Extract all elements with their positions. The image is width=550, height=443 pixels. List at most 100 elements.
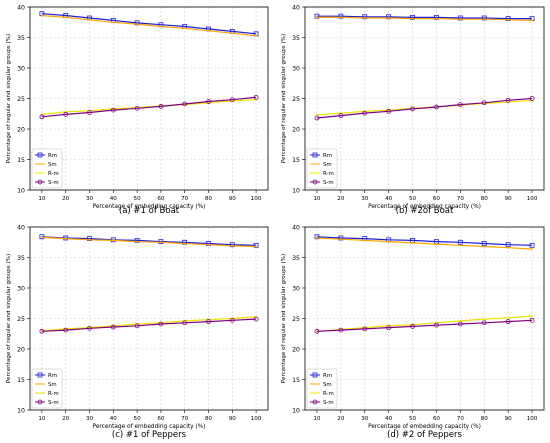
data-point: [339, 16, 342, 19]
data-point: [39, 234, 45, 240]
legend-box: [306, 148, 338, 189]
legend: Rm Sm R-m S-m: [31, 368, 63, 409]
data-point: [316, 237, 318, 239]
data-point: [411, 17, 414, 20]
data-point: [158, 239, 164, 245]
data-point: [457, 239, 463, 245]
data-point: [63, 111, 69, 117]
x-axis-label: Percentage of embedding capacity (%): [368, 204, 481, 210]
data-point: [531, 19, 533, 22]
series-line: [316, 97, 533, 119]
data-point: [253, 316, 259, 322]
legend-label: Rm: [48, 153, 57, 159]
data-point: [434, 104, 439, 110]
series-Sm: [41, 236, 257, 248]
legend-label: R-m: [323, 171, 334, 177]
x-tick-label: 30: [86, 196, 94, 202]
x-tick-label: 40: [385, 196, 393, 202]
series-line: [41, 316, 257, 332]
data-point: [87, 325, 92, 331]
y-tick-label: 25: [17, 96, 25, 103]
y-tick-label: 40: [292, 5, 300, 12]
legend-label: Sm: [48, 162, 57, 168]
data-point: [505, 97, 511, 103]
data-point: [457, 321, 463, 327]
data-point: [316, 16, 318, 19]
x-tick-label: 80: [481, 416, 489, 422]
panel-caption: (c) #1 of Peppers: [112, 430, 187, 440]
data-point: [338, 113, 344, 118]
series-line: [316, 236, 533, 246]
series-line: [316, 237, 533, 250]
legend-marker: [312, 152, 318, 158]
legend-label: S-m: [48, 180, 59, 186]
data-point: [255, 34, 257, 37]
x-tick-label: 80: [205, 196, 213, 202]
data-point: [316, 114, 318, 116]
x-tick-label: 100: [251, 196, 262, 202]
plot-frame: [29, 226, 269, 411]
x-tick-label: 100: [251, 416, 262, 422]
series-line: [41, 13, 257, 35]
x-tick-label: 30: [86, 416, 94, 422]
x-tick-label: 80: [481, 196, 489, 202]
data-point: [410, 106, 415, 112]
grid: [30, 6, 268, 191]
x-tick-label: 30: [361, 196, 369, 202]
data-point: [112, 21, 115, 24]
series-line: [316, 319, 533, 332]
data-point: [64, 16, 67, 19]
x-tick-label: 20: [337, 416, 345, 422]
legend-marker: [312, 179, 318, 185]
data-point: [41, 14, 43, 17]
data-point: [207, 243, 210, 246]
data-point: [481, 241, 487, 246]
y-tick-label: 20: [292, 347, 300, 354]
data-point: [314, 115, 320, 121]
legend-label: Sm: [323, 382, 332, 388]
legend-label: Sm: [323, 162, 332, 168]
data-point: [158, 104, 164, 109]
data-point: [457, 102, 463, 107]
legend-label: R-m: [48, 391, 59, 397]
y-axis-label: Percentage of regular and singular group…: [6, 34, 12, 163]
data-point: [459, 320, 462, 322]
chart-panel-1: 10 15 20 25 30 35 40 10 20 30 40 50 60 70 80 90 100 Perce…: [6, 5, 269, 216]
grid: [305, 6, 544, 191]
x-tick-label: 100: [527, 196, 538, 202]
legend: Rm Sm R-m S-m: [306, 148, 338, 189]
x-tick-label: 20: [62, 416, 70, 422]
data-point: [39, 328, 45, 334]
legend-label: R-m: [48, 171, 59, 177]
data-point: [362, 326, 368, 332]
y-tick-label: 40: [17, 5, 25, 12]
x-axis-label: Percentage of embedding capacity (%): [368, 424, 481, 430]
data-point: [529, 317, 535, 323]
chart-panel-3: 10 15 20 25 30 35 40 10 20 30 40 50 60 70 80 90 100 Perce…: [6, 225, 269, 440]
x-tick-label: 100: [527, 416, 538, 422]
x-tick-label: 10: [38, 416, 46, 422]
data-point: [253, 94, 259, 100]
data-point: [182, 101, 188, 107]
panel-caption: (b) #2of Boat: [396, 206, 454, 216]
data-point: [39, 114, 45, 120]
x-tick-label: 50: [134, 416, 142, 422]
data-point: [63, 327, 69, 333]
y-tick-label: 40: [17, 225, 25, 232]
legend-label: Sm: [48, 382, 57, 388]
x-tick-label: 30: [361, 416, 369, 422]
x-tick-label: 90: [229, 196, 237, 202]
x-tick-label: 40: [110, 196, 118, 202]
series-line: [41, 99, 257, 115]
y-tick-label: 25: [292, 316, 300, 323]
y-tick-label: 35: [292, 35, 300, 42]
legend: Rm Sm R-m S-m: [306, 368, 338, 409]
data-point: [110, 324, 116, 330]
data-point: [134, 105, 140, 111]
data-point: [338, 327, 344, 333]
data-point: [459, 244, 462, 247]
data-point: [507, 18, 510, 21]
x-tick-label: 90: [505, 416, 513, 422]
data-point: [507, 316, 510, 319]
